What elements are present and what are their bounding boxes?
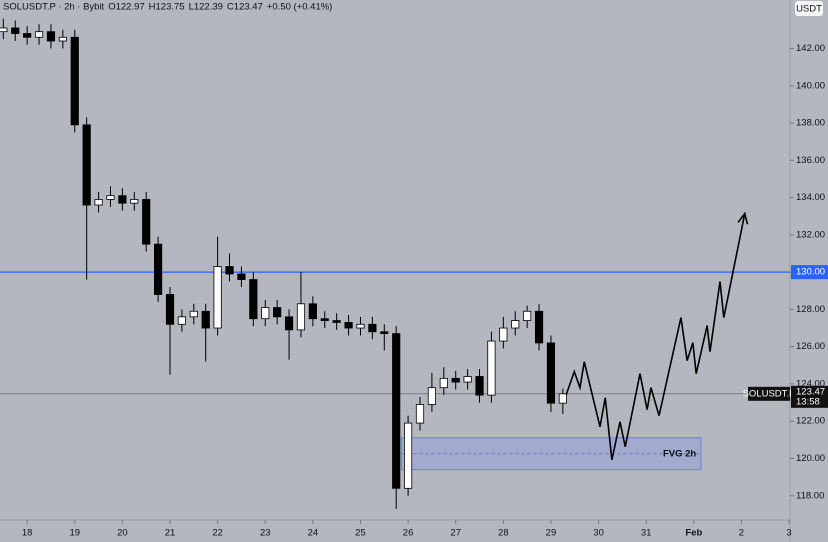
header-item: SOLUSDT.P · 2h · Bybit (3, 2, 105, 13)
candle-body (94, 199, 103, 206)
y-tick-label: 126.00 (796, 341, 825, 352)
candle-body (273, 307, 282, 318)
candle-body (427, 387, 436, 405)
header-item: H123.75 (149, 2, 185, 13)
candle-body (154, 243, 163, 295)
candle-body (546, 342, 556, 404)
projection-arrowhead (737, 211, 749, 225)
candle-body (534, 310, 544, 344)
level-label: 130.00 (796, 267, 825, 278)
header-item: O122.97 (108, 2, 144, 13)
candle-body (70, 36, 79, 126)
x-tick-label: 3 (786, 528, 791, 539)
candle-body (380, 331, 389, 335)
currency: USDT (796, 4, 822, 15)
candle-body (296, 303, 306, 331)
candle-body (189, 310, 198, 318)
candle-body (237, 273, 246, 280)
candle-body (368, 323, 377, 333)
candle-body (308, 303, 317, 320)
candle-body (34, 31, 44, 38)
candle-body (558, 393, 567, 404)
x-tick-label: 20 (117, 528, 128, 539)
candle-body (130, 199, 139, 204)
candle-body (142, 199, 151, 245)
countdown-label: 13:58 (796, 396, 820, 407)
symbol-label-box (748, 386, 790, 401)
x-tick-label: 29 (546, 528, 557, 539)
x-tick-label: 2 (739, 528, 744, 539)
candle-body (213, 266, 222, 329)
x-tick-label: Feb (685, 528, 702, 539)
candle-body (249, 279, 258, 320)
y-tick-label: 132.00 (796, 229, 825, 240)
x-tick-label: 18 (22, 528, 33, 539)
y-tick-label: 140.00 (796, 80, 825, 91)
x-tick-label: 30 (593, 528, 604, 539)
y-tick-label: 128.00 (796, 304, 825, 315)
y-tick-label: 124.00 (796, 378, 825, 389)
x-tick-label: 28 (498, 528, 509, 539)
candle-body (499, 327, 508, 342)
candle-body (165, 294, 175, 325)
candle-body (523, 310, 532, 321)
x-tick-label: 22 (212, 528, 223, 539)
header-item: +0.50 (+0.41%) (267, 2, 333, 13)
candle-body (439, 377, 448, 389)
candle-body (511, 320, 520, 329)
header-item: C123.47 (227, 2, 263, 13)
candle-body (11, 27, 20, 34)
candle-body (463, 376, 472, 383)
candle-body (46, 31, 56, 42)
candle-body (23, 33, 32, 38)
candle-body (82, 124, 91, 206)
x-tick-label: 27 (450, 528, 461, 539)
candle-body (404, 422, 413, 489)
x-tick-label: 25 (355, 528, 366, 539)
candle-body (356, 323, 365, 329)
candle-body (284, 316, 294, 331)
y-tick-label: 118.00 (796, 490, 824, 501)
candle-body (392, 333, 401, 489)
y-tick-label: 142.00 (796, 43, 825, 54)
fvg-label: FVG 2h (663, 448, 696, 459)
x-tick-label: 21 (165, 528, 176, 539)
y-tick-label: 122.00 (796, 416, 825, 427)
candle-body (344, 322, 353, 329)
x-tick-label: 23 (260, 528, 271, 539)
candle-body (475, 376, 484, 396)
y-tick-label: 138.00 (796, 118, 825, 129)
candle-body (58, 36, 67, 42)
candle-body (415, 404, 425, 424)
symbol-label: SOLUSDT.P (743, 388, 796, 399)
currency-box (795, 1, 823, 16)
y-tick-label: 120.00 (796, 453, 825, 464)
price-label-box (791, 385, 828, 408)
candle-body (177, 316, 186, 325)
y-tick-label: 134.00 (796, 192, 825, 203)
projection-path (565, 213, 746, 460)
candle-body (106, 195, 115, 200)
candle-body (451, 377, 460, 383)
x-tick-label: 26 (403, 528, 414, 539)
y-tick-label: 136.00 (796, 155, 825, 166)
candle-body (487, 340, 496, 396)
candle-body (118, 195, 127, 204)
x-tick-label: 19 (69, 528, 80, 539)
header-item: L122.39 (189, 2, 223, 13)
candle-body (0, 27, 8, 33)
candle-body (201, 310, 210, 329)
x-tick-label: 24 (308, 528, 319, 539)
candle-body (225, 266, 234, 275)
candle-body (261, 307, 270, 320)
candle-body (332, 320, 341, 323)
x-tick-label: 31 (641, 528, 652, 539)
candle-body (320, 318, 329, 321)
price-label: 123.47 (796, 386, 825, 397)
level-label-box (791, 265, 828, 280)
header: SOLUSDT.P · 2h · Bybit O122.97 H123.75 L122… (3, 2, 332, 13)
